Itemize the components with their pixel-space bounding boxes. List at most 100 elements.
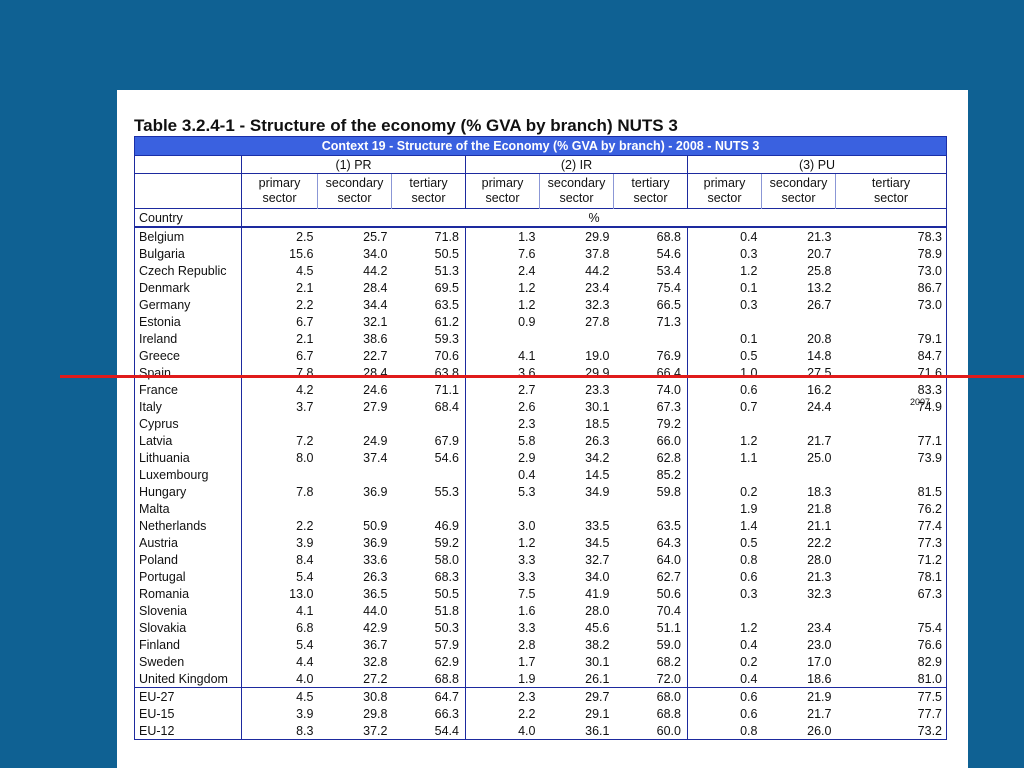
value-cell bbox=[241, 466, 318, 483]
table-row: Netherlands 2.2 50.9 46.9 3.0 33.5 63.5 1.4 21.1… bbox=[134, 517, 948, 534]
value-cell: 83.3 bbox=[835, 381, 948, 398]
country-name: Slovakia bbox=[134, 619, 242, 636]
value-cell: 2.8 bbox=[465, 636, 540, 653]
sector-header: primary sector bbox=[241, 173, 318, 209]
country-name: Ireland bbox=[134, 330, 242, 347]
sector-header-line: tertiary bbox=[631, 176, 670, 190]
value-cell: 6.7 bbox=[241, 313, 318, 330]
value-cell: 23.4 bbox=[807, 620, 832, 635]
value-cell: 74.0 bbox=[656, 382, 681, 397]
value-cell: 34.9 bbox=[585, 484, 610, 499]
value-cell: 3.0 bbox=[465, 517, 540, 534]
value-cell: 18.3 bbox=[807, 484, 832, 499]
value-cell: 3.3 bbox=[465, 568, 540, 585]
value-cell bbox=[318, 500, 392, 517]
value-cell: 29.1 bbox=[585, 706, 610, 721]
value-cell: 67.3 bbox=[656, 399, 681, 414]
value-cell: 77.3 bbox=[835, 534, 948, 551]
value-cell: 78.1 bbox=[835, 568, 948, 585]
country-name: Lithuania bbox=[134, 449, 242, 466]
value-cell bbox=[687, 466, 762, 483]
value-cell bbox=[835, 602, 948, 619]
value-cell: 71.3 bbox=[656, 314, 681, 329]
country-name: EU-27 bbox=[134, 687, 242, 705]
value-cell: 3.3 bbox=[465, 551, 540, 568]
value-cell: 20.8 bbox=[807, 331, 832, 346]
value-cell: 3.9 bbox=[241, 705, 318, 722]
sector-header-line: primary bbox=[481, 176, 524, 190]
value-cell: 77.4 bbox=[835, 517, 948, 534]
value-cell: 50.5 bbox=[434, 586, 459, 601]
value-cell: 0.4 bbox=[465, 466, 540, 483]
group-header: (1) PR bbox=[241, 155, 466, 174]
value-cell: 0.6 bbox=[687, 687, 762, 705]
table-row: Luxembourg 0.4 14.5 85.2 bbox=[134, 466, 948, 483]
value-cell: 1.3 bbox=[465, 226, 540, 245]
value-cell: 7.8 bbox=[241, 483, 318, 500]
value-cell: 1.9 bbox=[687, 500, 762, 517]
country-name: Luxembourg bbox=[134, 466, 242, 483]
value-cell: 75.4 bbox=[656, 280, 681, 295]
value-cell bbox=[392, 500, 466, 517]
value-cell: 16.2 bbox=[807, 382, 832, 397]
country-name: Poland bbox=[134, 551, 242, 568]
value-cell: 25.8 bbox=[807, 263, 832, 278]
value-cell: 2.5 bbox=[241, 226, 318, 245]
value-cell: 29.8 bbox=[363, 706, 388, 721]
value-cell bbox=[241, 415, 318, 432]
value-cell: 78.9 bbox=[835, 245, 948, 262]
value-cell bbox=[687, 415, 762, 432]
value-cell: 62.9 bbox=[434, 654, 459, 669]
value-cell: 68.0 bbox=[613, 687, 688, 705]
header-blank bbox=[134, 173, 242, 209]
value-cell: 62.8 bbox=[656, 450, 681, 465]
country-name: Belgium bbox=[134, 226, 242, 245]
header-blank bbox=[134, 155, 242, 174]
value-cell: 79.1 bbox=[835, 330, 948, 347]
value-cell: 75.4 bbox=[835, 619, 948, 636]
sector-header: secondary sector bbox=[317, 173, 392, 209]
value-cell: 57.9 bbox=[434, 637, 459, 652]
value-cell bbox=[241, 500, 318, 517]
value-cell: 44.0 bbox=[363, 603, 388, 618]
value-cell: 3.9 bbox=[241, 534, 318, 551]
value-cell: 70.4 bbox=[656, 603, 681, 618]
value-cell: 41.9 bbox=[585, 586, 610, 601]
value-cell: 5.4 bbox=[241, 568, 318, 585]
value-cell: 64.7 bbox=[391, 687, 466, 705]
value-cell: 34.0 bbox=[363, 246, 388, 261]
value-cell: 64.0 bbox=[656, 552, 681, 567]
value-cell: 7.8 bbox=[241, 364, 318, 381]
value-cell: 69.5 bbox=[434, 280, 459, 295]
value-cell: 1.9 bbox=[465, 670, 540, 688]
value-cell bbox=[835, 313, 948, 330]
value-cell: 2.6 bbox=[465, 398, 540, 415]
table-row: United Kingdom 4.0 27.2 68.8 1.9 26.1 72.0 0.4 1… bbox=[134, 670, 948, 688]
value-cell: 4.1 bbox=[241, 602, 318, 619]
value-cell: 58.0 bbox=[434, 552, 459, 567]
value-cell: 15.6 bbox=[241, 245, 318, 262]
value-cell: 64.3 bbox=[656, 535, 681, 550]
value-cell: 68.2 bbox=[656, 654, 681, 669]
italy-year-note: 2007 bbox=[910, 397, 931, 407]
value-cell: 4.0 bbox=[241, 670, 318, 688]
value-cell: 14.5 bbox=[585, 467, 610, 482]
value-cell: 33.5 bbox=[585, 518, 610, 533]
value-cell bbox=[540, 330, 614, 347]
sector-header-line: sector bbox=[633, 191, 668, 205]
sector-header: primary sector bbox=[465, 173, 540, 209]
red-rule-line bbox=[60, 375, 1024, 378]
value-cell: 1.6 bbox=[465, 602, 540, 619]
value-cell: 32.7 bbox=[585, 552, 610, 567]
country-name: Denmark bbox=[134, 279, 242, 296]
value-cell: 2.9 bbox=[465, 449, 540, 466]
value-cell: 2.3 bbox=[465, 415, 540, 432]
country-name: Spain bbox=[134, 364, 242, 381]
total-row: EU-15 3.9 29.8 66.3 2.2 29.1 68.8 0.6 21.7 77.7 bbox=[134, 705, 948, 722]
value-cell: 34.5 bbox=[585, 535, 610, 550]
value-cell: 8.4 bbox=[241, 551, 318, 568]
table-row: Estonia 6.7 32.1 61.2 0.9 27.8 71.3 bbox=[134, 313, 948, 330]
value-cell: 21.3 bbox=[761, 226, 836, 245]
value-cell bbox=[687, 313, 762, 330]
value-cell: 0.6 bbox=[687, 381, 762, 398]
